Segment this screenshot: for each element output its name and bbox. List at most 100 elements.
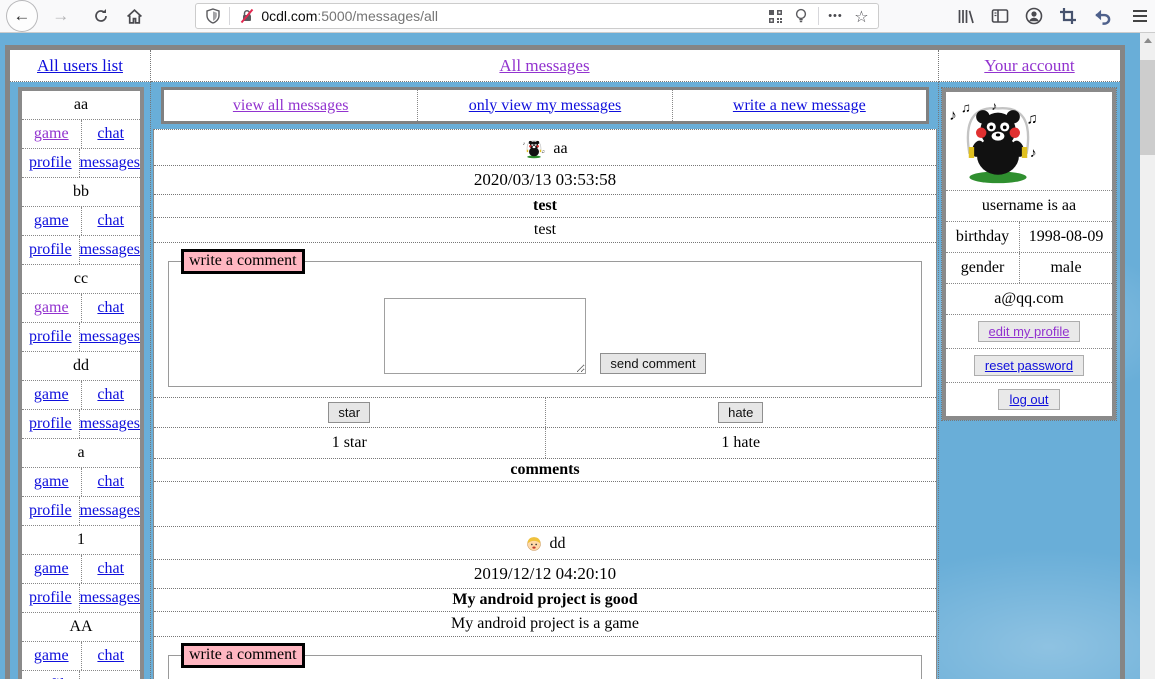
lightbulb-icon[interactable] — [793, 8, 810, 25]
user-chat-link[interactable]: chat — [97, 560, 125, 577]
site-layout-table: All users list All messages Your account… — [5, 45, 1125, 679]
user-messages-link[interactable]: messages — [79, 241, 140, 258]
account-username: username is aa — [946, 191, 1112, 222]
user-name: 1 — [22, 526, 140, 555]
user-messages-link[interactable]: messages — [79, 502, 140, 519]
back-button[interactable]: ← — [6, 0, 38, 32]
scrollbar-thumb[interactable] — [1140, 60, 1155, 155]
home-icon[interactable] — [125, 7, 143, 25]
reset-password-link[interactable]: reset password — [984, 358, 1074, 373]
page-scrollbar[interactable] — [1140, 33, 1155, 679]
reload-icon[interactable] — [92, 7, 110, 25]
send-comment-button[interactable]: send comment — [600, 353, 706, 374]
log-out-row: log out — [946, 383, 1112, 416]
user-messages-link[interactable]: messages — [79, 589, 140, 606]
view-all-messages-link[interactable]: view all messages — [232, 96, 349, 114]
account-panel: ♪ ♫ ♫ ♪ ♪ username is aa birthday 1998-0… — [942, 88, 1116, 420]
comment-form-row: write a comment send comment — [154, 637, 936, 679]
user-profile-link[interactable]: profile — [28, 415, 72, 432]
user-game-link[interactable]: game — [33, 125, 69, 142]
account-birthday-row: birthday 1998-08-09 — [946, 222, 1112, 253]
user-chat-link[interactable]: chat — [97, 125, 125, 142]
comment-form-row: write a comment send comment — [154, 243, 936, 398]
star-hate-counts-row: 1 star 1 hate — [154, 428, 936, 459]
tracking-protection-shield-icon[interactable] — [204, 8, 221, 25]
star-button[interactable]: star — [328, 402, 371, 423]
user-profile-link[interactable]: profile — [29, 676, 72, 679]
header-cell-messages: All messages — [151, 50, 939, 82]
library-icon[interactable] — [957, 7, 975, 25]
user-links-row: profile messages — [22, 584, 140, 613]
write-comment-fieldset: write a comment send comment — [168, 249, 922, 387]
user-messages-link[interactable]: messages — [79, 154, 140, 171]
user-profile-link[interactable]: profile — [28, 502, 72, 519]
account-icon[interactable] — [1025, 7, 1043, 25]
account-panel-outline: ♪ ♫ ♫ ♪ ♪ username is aa birthday 1998-0… — [941, 87, 1117, 421]
user-messages-link[interactable]: messages — [80, 676, 140, 679]
user-profile-link[interactable]: profile — [28, 328, 72, 345]
insecure-lock-icon[interactable] — [238, 8, 255, 25]
user-links-row: game chat — [22, 381, 140, 410]
sidebars-icon[interactable] — [991, 7, 1009, 25]
user-game-link[interactable]: game — [33, 647, 69, 664]
header-cell-account: Your account — [939, 50, 1120, 82]
all-users-list-link[interactable]: All users list — [37, 55, 123, 75]
scrollbar-up-arrow[interactable] — [1140, 33, 1155, 48]
user-chat-link[interactable]: chat — [97, 386, 125, 403]
user-game-link[interactable]: game — [33, 473, 69, 490]
messages-nav: view all messages only view my messages … — [161, 87, 929, 124]
svg-text:♫: ♫ — [961, 100, 971, 115]
view-my-messages-link[interactable]: only view my messages — [468, 96, 622, 114]
svg-text:♪: ♪ — [991, 100, 997, 113]
account-gender-row: gender male — [946, 253, 1112, 284]
user-messages-link[interactable]: messages — [79, 328, 140, 345]
toolbar-right-icons — [957, 7, 1149, 25]
bookmark-star-icon[interactable]: ☆ — [854, 6, 869, 26]
gender-label: gender — [946, 253, 1021, 283]
user-game-link[interactable]: game — [33, 212, 69, 229]
edit-profile-link[interactable]: edit my profile — [988, 324, 1070, 339]
user-links-row: profile messages — [22, 149, 140, 178]
user-links-row: profile messages — [22, 410, 140, 439]
forward-button[interactable]: → — [52, 6, 70, 25]
log-out-link[interactable]: log out — [1009, 392, 1049, 407]
comment-textarea[interactable] — [384, 298, 587, 374]
user-profile-link[interactable]: profile — [28, 241, 72, 258]
user-links-row: game chat — [22, 120, 140, 149]
address-bar[interactable]: 0cdl.com:5000/messages/all ••• ☆ — [195, 3, 879, 29]
account-avatar-row: ♪ ♫ ♫ ♪ ♪ — [946, 92, 1112, 191]
user-chat-link[interactable]: chat — [97, 212, 125, 229]
write-comment-legend: write a comment — [181, 249, 305, 274]
blond-boy-avatar-icon — [525, 535, 543, 553]
user-messages-link[interactable]: messages — [79, 415, 140, 432]
write-new-message-link[interactable]: write a new message — [732, 96, 866, 114]
user-name: aa — [22, 91, 140, 120]
user-game-link[interactable]: game — [33, 386, 69, 403]
message-author-row: dd — [154, 527, 936, 560]
undo-arrow-icon[interactable] — [1093, 7, 1111, 25]
user-game-link[interactable]: game — [33, 560, 69, 577]
your-account-link[interactable]: Your account — [984, 55, 1075, 75]
message-body: test — [154, 218, 936, 243]
user-links-row: game chat — [22, 207, 140, 236]
user-game-link[interactable]: game — [33, 299, 69, 316]
hate-button[interactable]: hate — [718, 402, 764, 423]
star-hate-buttons-row: star hate — [154, 398, 936, 428]
url-text[interactable]: 0cdl.com:5000/messages/all — [261, 8, 758, 24]
user-chat-link[interactable]: chat — [97, 473, 125, 490]
user-chat-link[interactable]: chat — [97, 299, 125, 316]
url-path: :5000/messages/all — [317, 8, 439, 24]
page-actions-icon[interactable]: ••• — [828, 10, 843, 22]
user-profile-link[interactable]: profile — [28, 154, 72, 171]
page-background: All users list All messages Your account… — [0, 33, 1140, 679]
qr-code-icon[interactable] — [767, 8, 784, 25]
user-links-row: game chat — [22, 642, 140, 671]
menu-hamburger-icon[interactable] — [1131, 7, 1149, 25]
screenshot-crop-icon[interactable] — [1059, 7, 1077, 25]
user-profile-link[interactable]: profile — [28, 589, 72, 606]
gender-value: male — [1050, 259, 1082, 276]
user-chat-link[interactable]: chat — [97, 647, 125, 664]
header-cell-users: All users list — [10, 50, 151, 82]
edit-profile-row: edit my profile — [946, 315, 1112, 349]
all-messages-link[interactable]: All messages — [499, 55, 590, 75]
